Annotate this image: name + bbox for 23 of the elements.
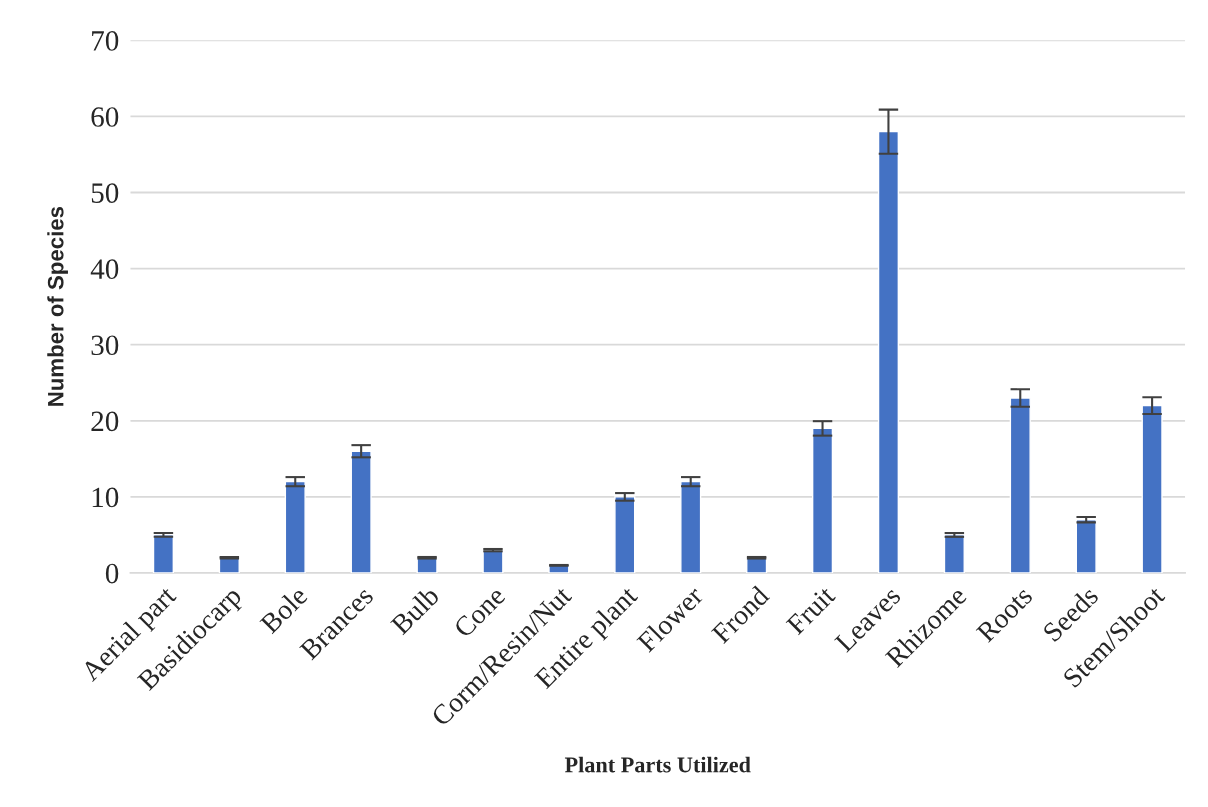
x-axis-title: Plant Parts Utilized bbox=[564, 756, 751, 773]
bar bbox=[811, 427, 834, 573]
bar bbox=[614, 496, 636, 573]
bar bbox=[482, 549, 504, 573]
y-tick-label: 50 bbox=[91, 183, 119, 203]
y-tick-label: 70 bbox=[92, 31, 119, 51]
y-tick-label: 10 bbox=[92, 487, 119, 508]
y-tick-label: 60 bbox=[91, 107, 119, 127]
bar bbox=[877, 130, 900, 573]
bar bbox=[1009, 397, 1031, 573]
y-tick-label: 0 bbox=[105, 563, 119, 584]
x-tick-label: Fruit bbox=[785, 584, 837, 636]
bar bbox=[1075, 519, 1097, 573]
bar bbox=[152, 534, 175, 573]
bar bbox=[943, 534, 965, 573]
bar bbox=[284, 480, 306, 573]
y-tick-label: 30 bbox=[91, 335, 119, 356]
y-tick-label: 20 bbox=[91, 411, 119, 432]
bar bbox=[350, 450, 372, 573]
y-tick-label: 40 bbox=[90, 259, 119, 280]
bar bbox=[680, 480, 702, 573]
y-axis-title: Number of Species bbox=[47, 206, 68, 406]
bar bbox=[1141, 404, 1163, 573]
